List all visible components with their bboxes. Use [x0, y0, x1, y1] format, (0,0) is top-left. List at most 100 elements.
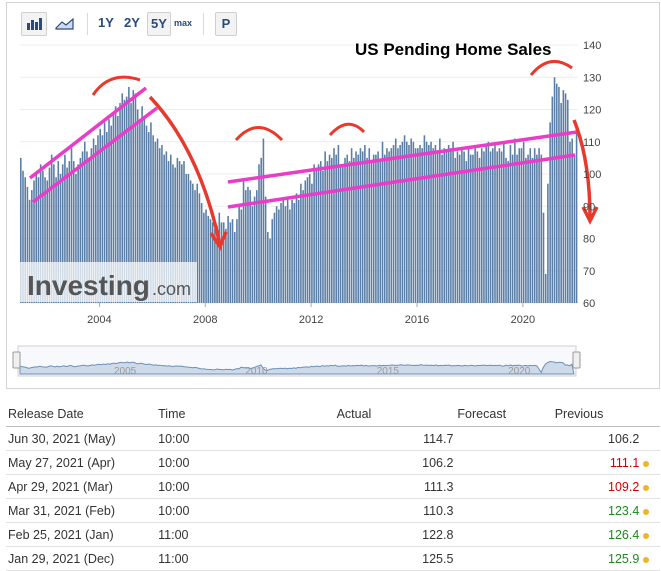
revision-dot-icon[interactable] [643, 484, 650, 491]
bar [110, 125, 113, 304]
bar [103, 122, 106, 304]
bar [447, 144, 450, 303]
bar [106, 132, 108, 303]
bar [253, 196, 256, 303]
col-release-date[interactable]: Release Date [6, 402, 157, 427]
bar [551, 96, 554, 303]
actual-value: 114.7 [334, 426, 456, 451]
bar [317, 164, 320, 303]
col-actual[interactable]: Actual [334, 402, 456, 427]
range-5y-button[interactable]: 5Y [147, 12, 171, 36]
revision-dot-icon[interactable] [643, 460, 650, 467]
range-2y-button[interactable]: 2Y [124, 15, 140, 30]
bar [414, 148, 417, 303]
bar [94, 144, 97, 303]
y-tick-label: 60 [583, 298, 595, 310]
bar [432, 148, 435, 303]
toolbar-divider [203, 13, 204, 35]
col-forecast[interactable]: Forecast [455, 402, 553, 427]
y-tick-label: 130 [583, 72, 601, 84]
bar [187, 174, 190, 303]
bar [249, 190, 251, 304]
bar [346, 154, 349, 303]
bar [46, 180, 49, 303]
navigator-right-handle[interactable] [572, 351, 581, 369]
bar [326, 161, 329, 303]
bar [289, 209, 291, 303]
bar [242, 180, 245, 303]
range-max-button[interactable]: max [173, 18, 192, 28]
bar [361, 151, 364, 303]
bar [333, 148, 335, 303]
peak-arc [529, 59, 573, 76]
p-button[interactable]: P [215, 12, 237, 36]
revision-dot-icon[interactable] [643, 556, 650, 563]
bar [397, 148, 399, 303]
navigator-tick-label: 2020 [508, 366, 531, 377]
bar [167, 161, 170, 303]
x-tick-label: 2008 [193, 314, 217, 326]
bar [194, 190, 196, 304]
bar [64, 154, 66, 303]
bar [99, 128, 101, 303]
bar [394, 138, 397, 303]
bar [439, 138, 441, 303]
bar [161, 144, 163, 303]
bar [330, 157, 333, 304]
bar [485, 144, 487, 303]
watermark-background [20, 262, 197, 302]
revision-dot-icon[interactable] [643, 532, 650, 539]
bar [364, 144, 366, 303]
bar [456, 151, 459, 303]
status-cell [641, 426, 660, 451]
bar [26, 186, 29, 303]
revision-dot-icon[interactable] [643, 508, 650, 515]
bar [156, 138, 159, 303]
range-navigator[interactable]: 2005 2010 2015 2020 [12, 345, 581, 377]
bar [136, 109, 139, 303]
bar [412, 141, 415, 303]
bar [75, 174, 77, 303]
status-cell [641, 522, 660, 547]
bar [247, 186, 249, 303]
bar [169, 154, 172, 303]
col-status [641, 402, 660, 427]
bar [434, 144, 437, 303]
col-previous[interactable]: Previous [552, 402, 642, 427]
x-tick-label: 2012 [299, 314, 323, 326]
bar [90, 148, 93, 303]
peak-arc [234, 126, 284, 142]
previous-value: 111.1 [552, 450, 642, 475]
bar [271, 219, 274, 303]
navigator-left-handle[interactable] [12, 351, 21, 369]
range-1y-button[interactable]: 1Y [98, 15, 114, 30]
bar [59, 174, 62, 303]
bar [428, 144, 430, 303]
bar [141, 106, 143, 303]
bar [564, 93, 567, 304]
bar [328, 154, 331, 303]
bar [125, 96, 128, 303]
bar [575, 125, 578, 304]
bar [419, 144, 421, 303]
bar [423, 135, 426, 303]
bar [315, 170, 318, 303]
table-row: Mar 31, 2021 (Feb) 10:00 110.3 123.4 [6, 498, 660, 523]
bar [48, 167, 51, 303]
bar [269, 238, 271, 303]
bar [258, 164, 260, 303]
bar [514, 138, 516, 303]
bar [445, 151, 448, 303]
bar [163, 154, 165, 303]
bar [178, 161, 181, 303]
bar [68, 161, 71, 303]
bar [542, 212, 545, 303]
bar [72, 161, 75, 303]
previous-value: 109.2 [552, 474, 642, 499]
toolbar-divider [87, 13, 88, 35]
col-time[interactable]: Time [156, 402, 335, 427]
x-tick-label: 2020 [511, 314, 535, 326]
bar-chart-icon[interactable] [21, 12, 47, 36]
area-chart-icon[interactable] [53, 12, 77, 34]
bar [61, 164, 64, 303]
